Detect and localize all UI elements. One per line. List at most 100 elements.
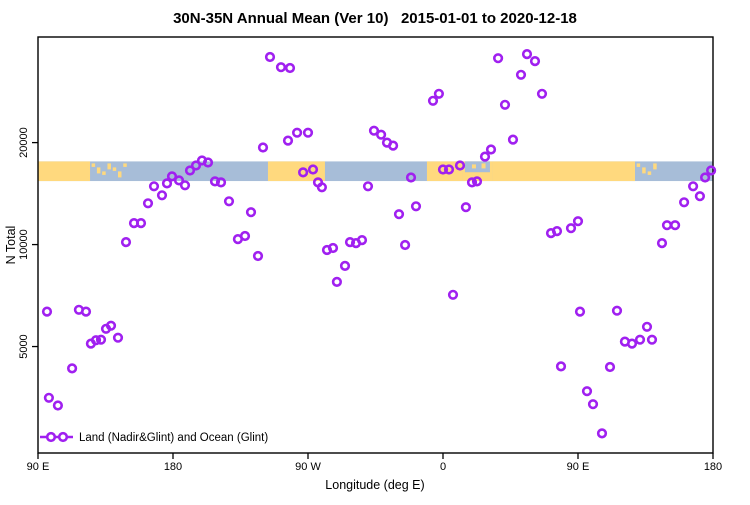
x-axis-label: Longitude (deg E)	[325, 478, 424, 492]
data-point	[223, 196, 235, 207]
data-point	[393, 209, 405, 220]
data-point	[90, 335, 102, 346]
data-point	[466, 177, 478, 188]
y-tick-label: 20000	[18, 127, 30, 158]
legend-point-symbol	[45, 431, 57, 443]
data-point	[316, 182, 328, 193]
axes: 90 E 180 90 W 0 90 E 180 5000 10000 20000	[18, 127, 722, 473]
data-point	[80, 306, 92, 317]
data-point	[661, 220, 673, 231]
data-point	[499, 99, 511, 110]
y-axis-label: N Total	[4, 226, 18, 265]
data-point	[656, 238, 668, 249]
data-point	[611, 305, 623, 316]
legend-label: Land (Nadir&Glint) and Ocean (Glint)	[79, 432, 268, 444]
data-point	[447, 289, 459, 300]
data-point	[368, 125, 380, 136]
map-band	[38, 161, 713, 182]
data-point	[521, 48, 533, 60]
data-point	[551, 226, 563, 237]
data-point	[604, 361, 616, 373]
island-blob	[647, 171, 652, 175]
data-point	[596, 428, 608, 439]
data-point	[156, 190, 168, 201]
land-segment	[492, 161, 635, 182]
data-point	[362, 181, 374, 192]
island-blob	[107, 163, 111, 170]
island-blob	[642, 167, 646, 174]
data-point	[245, 207, 257, 218]
island-blob	[96, 167, 101, 174]
data-point	[574, 306, 586, 317]
data-point	[641, 321, 653, 332]
x-tick-label: 90 W	[295, 461, 321, 473]
island-blob	[91, 163, 96, 167]
sea-notch	[464, 161, 490, 173]
legend-point-symbol	[57, 431, 69, 443]
data-point	[572, 216, 584, 227]
data-points	[41, 48, 717, 439]
data-point	[95, 334, 107, 345]
data-point	[388, 140, 399, 151]
y-tick-label: 5000	[18, 334, 30, 358]
data-point	[292, 127, 303, 138]
data-point	[433, 88, 445, 99]
data-point	[66, 363, 78, 374]
data-point	[173, 175, 185, 186]
data-point	[339, 260, 351, 272]
island-blob	[471, 164, 476, 169]
data-point	[135, 218, 147, 229]
plot-border	[37, 36, 714, 454]
data-point	[634, 334, 646, 345]
island-blob	[102, 171, 106, 175]
data-point	[460, 202, 472, 213]
data-point	[105, 320, 117, 331]
data-point	[275, 62, 287, 73]
data-point	[515, 69, 527, 80]
data-point	[302, 127, 314, 138]
data-point	[471, 176, 483, 187]
data-point	[376, 129, 387, 140]
data-point	[307, 164, 319, 175]
data-point	[694, 191, 706, 202]
x-tick-label: 0	[440, 461, 446, 473]
data-point	[687, 181, 699, 192]
data-point	[507, 134, 519, 145]
data-point	[705, 165, 717, 176]
data-point	[400, 239, 411, 251]
data-point	[479, 151, 491, 162]
island-blob	[481, 163, 486, 169]
data-point	[142, 198, 154, 209]
data-point	[215, 177, 227, 188]
data-point	[264, 51, 276, 63]
data-point	[555, 361, 567, 372]
x-tick-label: 90 E	[567, 461, 590, 473]
data-point	[699, 172, 711, 183]
data-point	[454, 160, 466, 171]
data-point	[190, 160, 202, 171]
data-point	[202, 157, 214, 168]
data-point	[529, 55, 541, 67]
data-point	[298, 167, 309, 178]
chart-title: 30N-35N Annual Mean (Ver 10) 2015-01-01 …	[173, 10, 577, 27]
island-blob	[653, 163, 657, 170]
data-point	[161, 178, 173, 189]
x-tick-label: 180	[704, 461, 722, 473]
data-point	[536, 88, 548, 99]
data-point	[257, 142, 269, 153]
data-point	[209, 176, 221, 187]
data-point	[410, 201, 422, 212]
data-point	[327, 242, 339, 254]
data-point	[43, 392, 55, 403]
data-point	[493, 53, 504, 64]
data-point	[112, 332, 124, 343]
data-point	[437, 164, 449, 175]
data-point	[344, 237, 356, 248]
data-point	[427, 95, 439, 106]
data-point	[120, 237, 132, 248]
data-point	[626, 338, 638, 349]
data-point	[678, 197, 690, 208]
data-point	[331, 276, 343, 288]
